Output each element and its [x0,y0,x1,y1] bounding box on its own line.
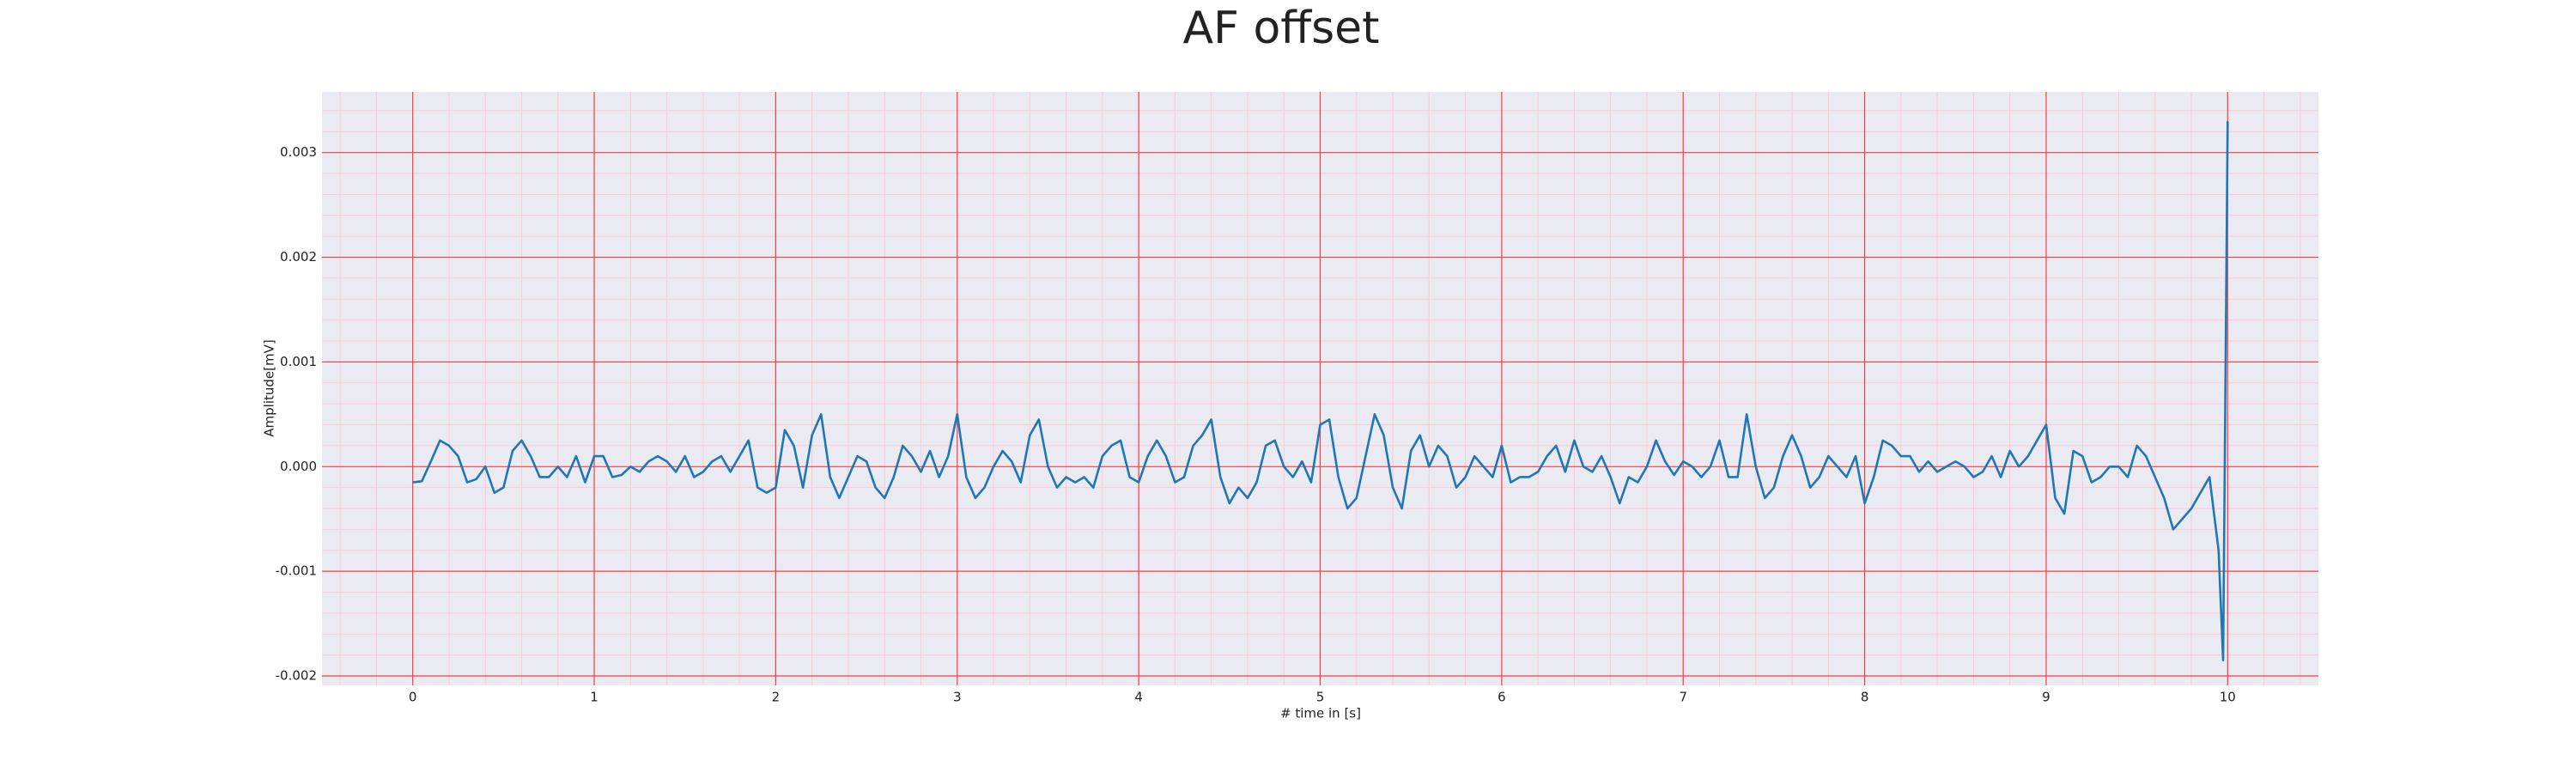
x-tick-label: 9 [2042,690,2050,705]
y-tick-label: 0.000 [280,459,317,474]
chart-title: AF offset [1182,3,1379,54]
data-line [412,121,2229,662]
x-tick-label: 6 [1498,690,1506,705]
x-axis-label: # time in [s] [1280,706,1361,721]
x-tick-label: 3 [953,690,962,705]
x-tick-label: 4 [1134,690,1143,705]
x-tick-label: 7 [1679,690,1687,705]
x-tick-label: 0 [409,690,417,705]
x-tick-label: 2 [772,690,781,705]
y-tick-label: 0.002 [280,249,317,265]
x-tick-label: 1 [590,690,598,705]
y-tick-label: 0.003 [280,144,317,160]
x-tick-label: 10 [2220,690,2236,705]
y-tick-label: 0.001 [280,354,317,369]
x-tick-label: 5 [1316,690,1325,705]
x-tick-label: 8 [1861,690,1869,705]
y-tick-label: -0.002 [276,668,317,684]
y-tick-label: -0.001 [276,563,317,579]
y-axis-label: Amplitude[mV] [262,339,277,436]
